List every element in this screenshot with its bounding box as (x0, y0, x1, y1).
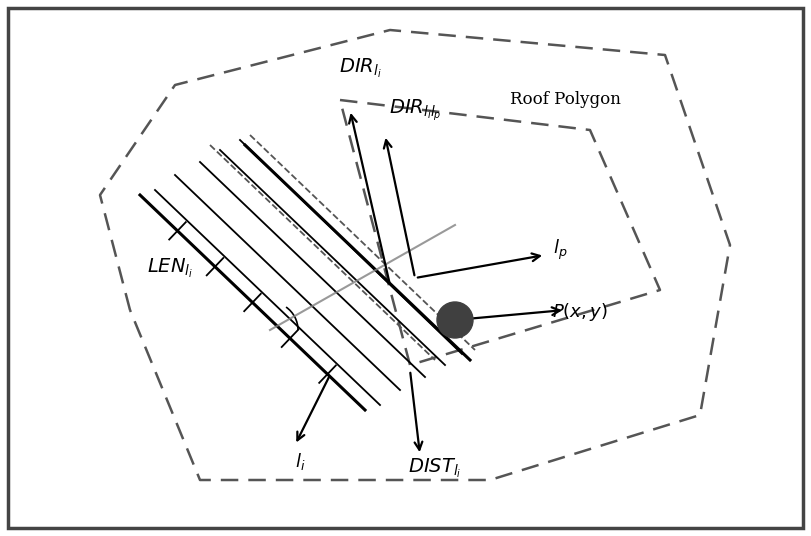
Text: $DIST_{l_i}$: $DIST_{l_i}$ (408, 456, 461, 480)
Text: $P(x,y)$: $P(x,y)$ (552, 301, 608, 323)
Text: Roof Polygon: Roof Polygon (510, 92, 621, 108)
Text: $LEN_{l_i}$: $LEN_{l_i}$ (147, 256, 193, 280)
Circle shape (437, 302, 473, 338)
Text: $l_i$: $l_i$ (294, 451, 305, 473)
Text: $l_p$: $l_p$ (553, 238, 567, 262)
Text: $DIR_{l_i l_p}$: $DIR_{l_i l_p}$ (388, 97, 441, 123)
Text: $DIR_{l_i}$: $DIR_{l_i}$ (339, 56, 381, 80)
